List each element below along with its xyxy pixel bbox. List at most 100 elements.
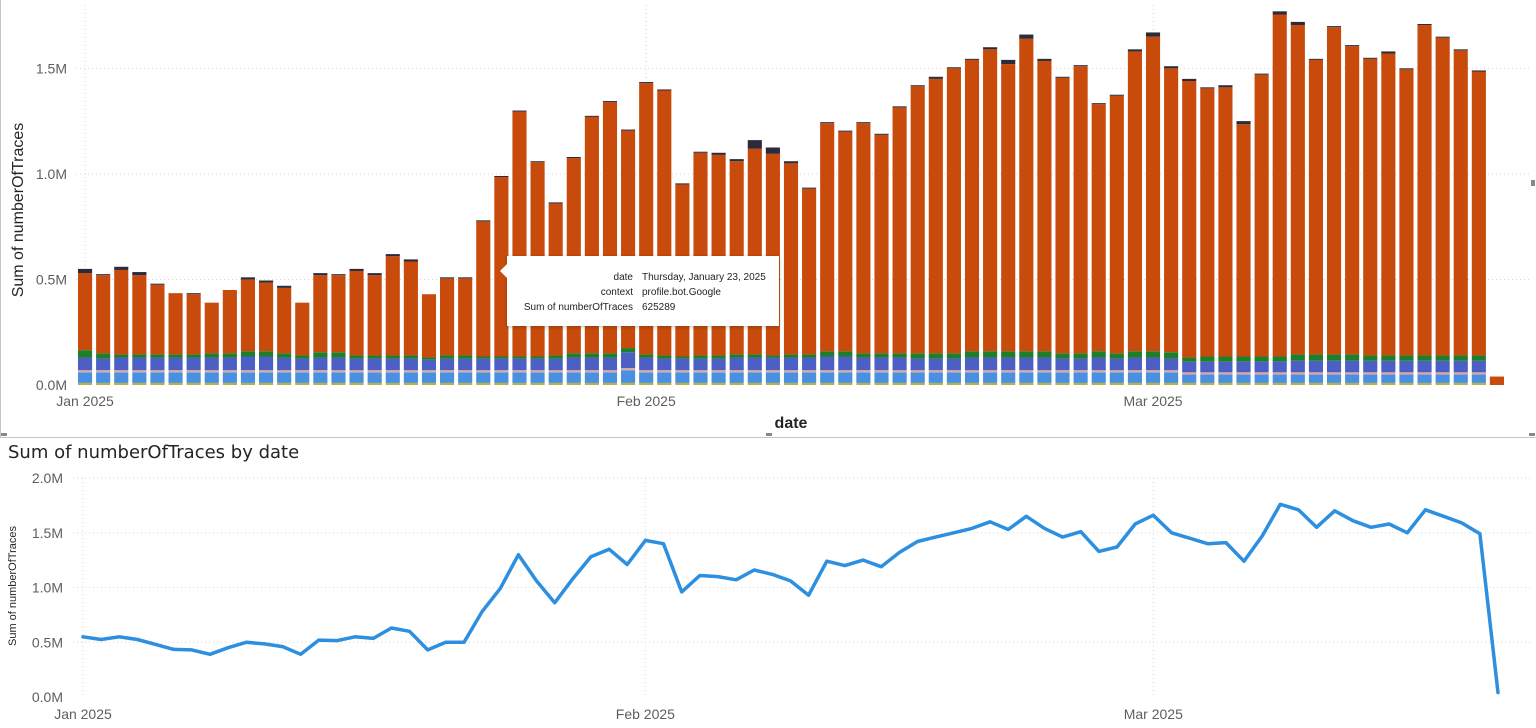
bar-segment — [1001, 59, 1016, 65]
bar-segment — [494, 382, 509, 385]
bar-segment — [1073, 65, 1088, 67]
bar-segment — [820, 356, 835, 371]
bar-segment — [621, 382, 636, 385]
bar-segment — [1399, 382, 1414, 385]
bar-segment — [96, 370, 111, 373]
bar-segment — [277, 287, 292, 354]
bar-segment — [385, 382, 400, 385]
stacked-bar-visual[interactable]: 0.0M 0.5M 1.0M 1.5M Jan 2025 Feb 2025 Mar 202… — [0, 0, 1536, 438]
bar-segment — [1109, 94, 1124, 96]
line-x-tick-label: Feb 2025 — [616, 706, 675, 722]
bar-segment — [1127, 382, 1142, 385]
line-x-tick-label: Mar 2025 — [1124, 706, 1183, 722]
bar-segment — [566, 382, 581, 385]
bar-segment — [802, 357, 817, 371]
bar-segment — [964, 372, 980, 383]
resize-handle-icon[interactable] — [1529, 433, 1535, 436]
bar-segment — [96, 358, 111, 371]
bar-segment — [621, 368, 636, 371]
bar-segment — [277, 353, 292, 358]
bar-segment — [385, 370, 400, 373]
bar-segment — [1417, 25, 1432, 356]
bar-segment — [1091, 382, 1106, 385]
bar-segment — [675, 372, 690, 383]
line-chart: 0.0M 0.5M 1.0M 1.5M 2.0M Jan 2025 Feb 2025 Mar… — [7, 470, 1530, 722]
bar-segment — [1453, 49, 1468, 51]
bar-segment — [548, 355, 563, 359]
bar-segment — [1037, 60, 1052, 352]
bar-segment — [1145, 382, 1161, 385]
bar-segment — [1236, 372, 1251, 375]
bar-segment — [367, 355, 382, 359]
bar-segment — [783, 372, 799, 383]
bar-segment — [1109, 370, 1124, 373]
bar-segment — [1489, 376, 1505, 385]
bar-segment — [657, 355, 672, 359]
bar-segment — [295, 302, 310, 356]
bar-segment — [1435, 372, 1450, 375]
bar-segment — [928, 372, 943, 383]
bar-segment — [1363, 360, 1378, 373]
bar-segment — [96, 275, 111, 354]
tooltip: date Thursday, January 23, 2025 context … — [500, 256, 779, 326]
line-visual[interactable]: 0.0M 0.5M 1.0M 1.5M 2.0M Jan 2025 Feb 2025 Mar… — [0, 438, 1536, 728]
bar-segment — [910, 372, 925, 383]
bar-segment — [675, 356, 690, 359]
bar-segment — [946, 382, 961, 385]
bar-segment — [349, 372, 364, 383]
bar-segment — [1417, 382, 1432, 385]
bar-segment — [114, 372, 129, 383]
resize-handle-icon[interactable] — [1531, 180, 1535, 186]
bar-segment — [349, 268, 364, 271]
bar-segment — [566, 353, 581, 358]
bar-segment — [602, 353, 618, 358]
resize-handle-icon[interactable] — [1, 433, 7, 436]
bar-segment — [693, 382, 708, 385]
bar-segment — [1236, 382, 1251, 385]
bar-segment — [1073, 372, 1088, 383]
bar-segment — [1363, 374, 1378, 383]
bar-segment — [711, 382, 726, 385]
bar-segment — [331, 382, 346, 385]
bar-segment — [186, 382, 201, 385]
bar-segment — [1091, 357, 1106, 371]
bar-segment — [1399, 355, 1414, 361]
bar-segment — [132, 372, 147, 383]
bar-segment — [584, 382, 599, 385]
bar-segment — [1435, 382, 1450, 385]
bar-segment — [458, 372, 473, 383]
resize-handle-icon[interactable] — [766, 433, 772, 436]
bar-segment — [403, 372, 418, 383]
bar-segment — [132, 370, 147, 373]
bar-segment — [331, 274, 346, 276]
bar-segment — [1200, 361, 1215, 373]
bar-segment — [1127, 51, 1142, 352]
bar-segment — [204, 382, 219, 385]
bar-segment — [1308, 58, 1323, 60]
tooltip-key: date — [613, 272, 633, 283]
bar-segment — [1109, 353, 1124, 359]
bar-segment — [946, 353, 961, 359]
bar-segment — [222, 372, 237, 383]
bar-segment — [1182, 78, 1197, 81]
bar-segment — [186, 357, 201, 371]
bar-segment — [802, 354, 817, 358]
bar-segment — [168, 293, 183, 355]
bar-segment — [910, 358, 925, 371]
bar-segment — [675, 183, 690, 185]
bar-segment — [222, 353, 237, 358]
bar-segment — [494, 356, 509, 359]
bar-segment — [186, 370, 201, 373]
bar-segment — [1109, 372, 1124, 383]
bar-segment — [566, 157, 581, 159]
bar-segment — [240, 370, 256, 373]
tooltip-row-sum: Sum of numberOfTraces 625289 — [507, 302, 779, 316]
bar-segment — [1001, 382, 1016, 385]
bar-segment — [874, 357, 889, 371]
bar-segment — [1290, 382, 1305, 385]
bar-segment — [765, 355, 780, 358]
bar-segment — [1254, 73, 1269, 75]
bar-segment — [1471, 360, 1486, 373]
line-y-tick-label: 1.0M — [32, 580, 63, 596]
bar-segment — [367, 372, 382, 383]
